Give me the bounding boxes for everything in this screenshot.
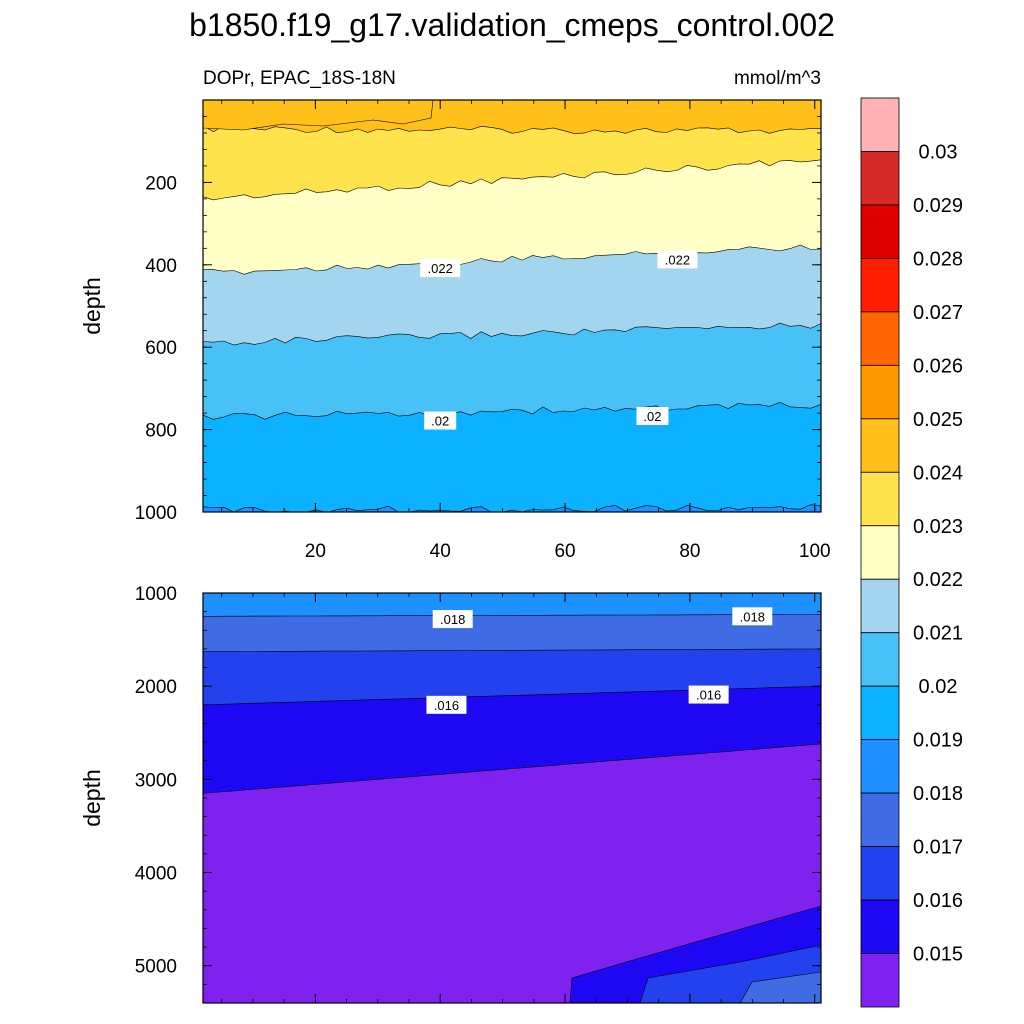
x-tick-label: 20	[305, 541, 326, 562]
colorbar-swatch	[860, 685, 900, 741]
colorbar-label: 0.023	[913, 516, 963, 538]
x-tick-label: 40	[430, 541, 451, 562]
y-tick-label: 2000	[135, 677, 177, 698]
y-tick-label: 5000	[135, 957, 177, 978]
contour-line-0.015	[203, 743, 821, 794]
contour-label-text: .016	[434, 698, 459, 713]
contour-line-0.017	[203, 648, 821, 652]
y-axis-label: depth	[79, 277, 105, 335]
contour-label: .02	[636, 407, 669, 426]
contour-label: .016	[426, 695, 467, 714]
colorbar-swatch	[860, 899, 900, 954]
colorbar-swatch	[860, 151, 900, 206]
contour-label: .02	[424, 411, 457, 430]
contour-label-text: .018	[440, 612, 465, 627]
x-tick-label: 80	[679, 541, 700, 562]
colorbar: 0.03 0.029 0.028 0.027 0.026 0.025 0.024 0.023 0…	[860, 97, 963, 1008]
colorbar-swatch	[860, 204, 900, 259]
colorbar-label: 0.028	[913, 248, 963, 270]
contour-patch-0.024	[203, 100, 434, 131]
colorbar-swatch	[860, 792, 900, 847]
colorbar-label: 0.022	[913, 569, 963, 591]
y-tick-label: 1000	[135, 503, 177, 524]
contour-label-text: .018	[740, 609, 765, 624]
contour-label: .018	[732, 607, 773, 626]
colorbar-label: 0.029	[913, 195, 963, 217]
y-tick-label: 1000	[135, 584, 177, 605]
colorbar-label: 0.027	[913, 302, 963, 324]
contour-label: .022	[420, 259, 461, 278]
y-tick-label: 800	[145, 421, 177, 442]
colorbar-swatch	[860, 364, 900, 420]
y-tick-label: 600	[145, 338, 177, 359]
colorbar-label: 0.015	[913, 944, 963, 966]
colorbar-label: 0.025	[913, 409, 963, 431]
colorbar-swatch	[860, 953, 900, 1008]
contour-line-0.021	[203, 322, 821, 346]
colorbar-label: 0.018	[913, 783, 963, 805]
contour-patch-0.017	[739, 971, 821, 1003]
units-label: mmol/m^3	[734, 68, 821, 89]
x-tick-label: 60	[554, 541, 575, 562]
colorbar-label: 0.02	[919, 676, 958, 698]
contour-line-0.018	[203, 614, 821, 617]
contour-label-text: .022	[665, 252, 690, 267]
colorbar-swatch	[860, 525, 900, 580]
x-tick-label: 100	[799, 541, 831, 562]
contour-band-0.014	[203, 744, 821, 1003]
contour-label-text: .02	[431, 414, 449, 429]
colorbar-swatch	[860, 846, 900, 901]
upper-panel: .022 .022 .02 .02 200 400 600 800 1000 20 40 60 80 10…	[79, 99, 831, 562]
contour-line-0.02	[203, 401, 821, 420]
colorbar-swatch	[860, 418, 900, 473]
colorbar-label: 0.019	[913, 730, 963, 752]
contour-line-0.019	[203, 504, 821, 512]
y-tick-label: 200	[145, 173, 177, 194]
contour-line-0.023	[203, 159, 821, 201]
colorbar-label: 0.017	[913, 837, 963, 859]
y-tick-label: 4000	[135, 864, 177, 885]
colorbar-label: 0.024	[913, 462, 963, 484]
contour-line-0.024	[203, 125, 821, 134]
colorbar-swatch	[860, 578, 900, 634]
colorbar-label: 0.016	[913, 890, 963, 912]
colorbar-label: 0.03	[919, 141, 958, 163]
contour-label-text: .02	[643, 409, 661, 424]
y-tick-label: 3000	[135, 770, 177, 791]
variable-label: DOPr, EPAC_18S-18N	[203, 68, 396, 89]
colorbar-swatch	[860, 632, 900, 687]
y-tick-label: 400	[145, 256, 177, 277]
lower-panel: .018 .018 .016 .016 1000 2000 3000 4000 5000 dept…	[79, 584, 822, 1004]
contour-label: .018	[432, 610, 473, 629]
y-axis-label: depth	[79, 769, 105, 827]
contour-band-0.019	[203, 402, 821, 512]
contour-label-text: .016	[696, 688, 721, 703]
colorbar-swatch	[860, 97, 900, 152]
chart-title: b1850.f19_g17.validation_cmeps_control.0…	[189, 7, 835, 43]
colorbar-label: 0.021	[913, 623, 963, 645]
colorbar-swatch	[860, 311, 900, 366]
colorbar-label: 0.026	[913, 355, 963, 377]
contour-label: .016	[688, 685, 729, 704]
contour-label-text: .022	[428, 261, 453, 276]
colorbar-swatch	[860, 258, 900, 313]
contour-line-0.022	[203, 244, 821, 275]
contour-label: .022	[657, 250, 698, 269]
colorbar-swatch	[860, 471, 900, 527]
plot-frame	[202, 99, 822, 513]
colorbar-swatch	[860, 739, 900, 794]
